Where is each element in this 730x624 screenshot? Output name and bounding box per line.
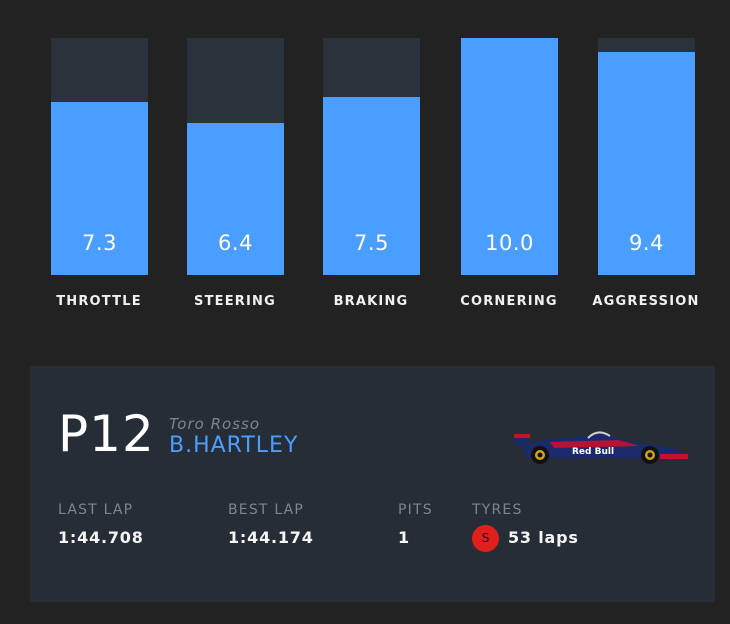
stat-value: 7.3 [82,231,117,255]
driver-card[interactable]: P12 Toro Rosso B.HARTLEY Red Bull LAST L… [30,366,715,602]
stat-label: AGGRESSION [592,294,700,309]
stat-label: BRAKING [333,294,409,309]
stat-bar-aggression: 9.4 [598,38,695,275]
stat-bar-braking: 7.5 [323,38,420,275]
driver-stats-panel: 7.3 THROTTLE 6.4 STEERING 7.5 BRAKING 10… [51,38,700,309]
stat-label: STEERING [194,294,276,309]
last-lap-label: LAST LAP [58,502,134,518]
best-lap-value: 1:44.174 [228,528,314,547]
best-lap-label: BEST LAP [228,502,305,518]
stat-bar-fill [51,102,148,275]
stat-value: 10.0 [485,231,534,255]
stat-bar-fill [323,97,420,275]
stat-value: 7.5 [354,231,389,255]
stat-bar-fill [461,38,558,275]
stat-value: 6.4 [218,231,253,255]
stat-value: 9.4 [629,231,664,255]
stat-bar-cornering: 10.0 [461,38,558,275]
car-sponsor-logo: Red Bull [572,447,614,457]
stat-bar-steering: 6.4 [187,38,284,275]
tyre-laps-value: 53 laps [508,528,579,547]
stat-bar-fill [598,52,695,275]
stat-bar-fill [187,123,284,275]
driver-name: B.HARTLEY [169,433,299,458]
tyre-compound-icon: S [472,525,499,552]
stat-label: CORNERING [460,294,558,309]
stat-bar-throttle: 7.3 [51,38,148,275]
pits-value: 1 [398,528,410,547]
team-name: Toro Rosso [169,415,261,433]
stat-label: THROTTLE [56,294,142,309]
race-position: P12 [58,405,155,463]
pits-label: PITS [398,502,433,518]
last-lap-value: 1:44.708 [58,528,144,547]
tyres-label: TYRES [472,502,523,518]
f1-car-icon: Red Bull [514,431,688,464]
